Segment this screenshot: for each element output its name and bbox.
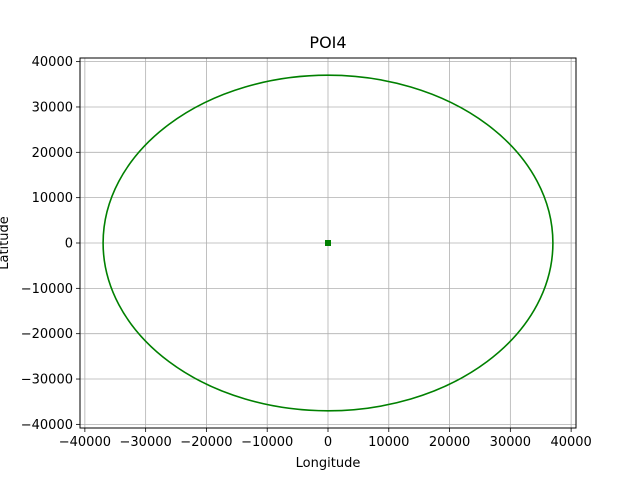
- x-axis-label: Longitude: [296, 456, 361, 471]
- center-point-marker: [325, 240, 331, 246]
- x-tick-label: −40000: [59, 435, 111, 450]
- y-tick-label: −10000: [21, 282, 73, 297]
- y-axis-label: Latitude: [0, 216, 12, 270]
- axis-ticks: −40000 −30000 −20000 −10000 0 10000 20000 30000…: [21, 55, 592, 450]
- y-tick-label: 30000: [32, 100, 73, 115]
- y-tick-label: 0: [65, 237, 73, 252]
- x-tick-label: 0: [324, 435, 332, 450]
- x-tick-label: 30000: [490, 435, 531, 450]
- y-tick-label: −20000: [21, 327, 73, 342]
- y-tick-label: 40000: [32, 55, 73, 70]
- x-tick-label: 20000: [429, 435, 470, 450]
- circle-boundary: [102, 74, 554, 412]
- y-tick-label: −30000: [21, 373, 73, 388]
- data-series: [102, 74, 554, 412]
- y-tick-label: −40000: [21, 418, 73, 433]
- chart-title: POI4: [309, 33, 346, 52]
- y-tick-label: 20000: [32, 146, 73, 161]
- x-tick-label: −20000: [180, 435, 232, 450]
- x-tick-label: −30000: [120, 435, 172, 450]
- x-tick-label: 40000: [550, 435, 591, 450]
- x-tick-label: −10000: [241, 435, 293, 450]
- y-tick-label: 10000: [32, 191, 73, 206]
- x-tick-label: 10000: [368, 435, 409, 450]
